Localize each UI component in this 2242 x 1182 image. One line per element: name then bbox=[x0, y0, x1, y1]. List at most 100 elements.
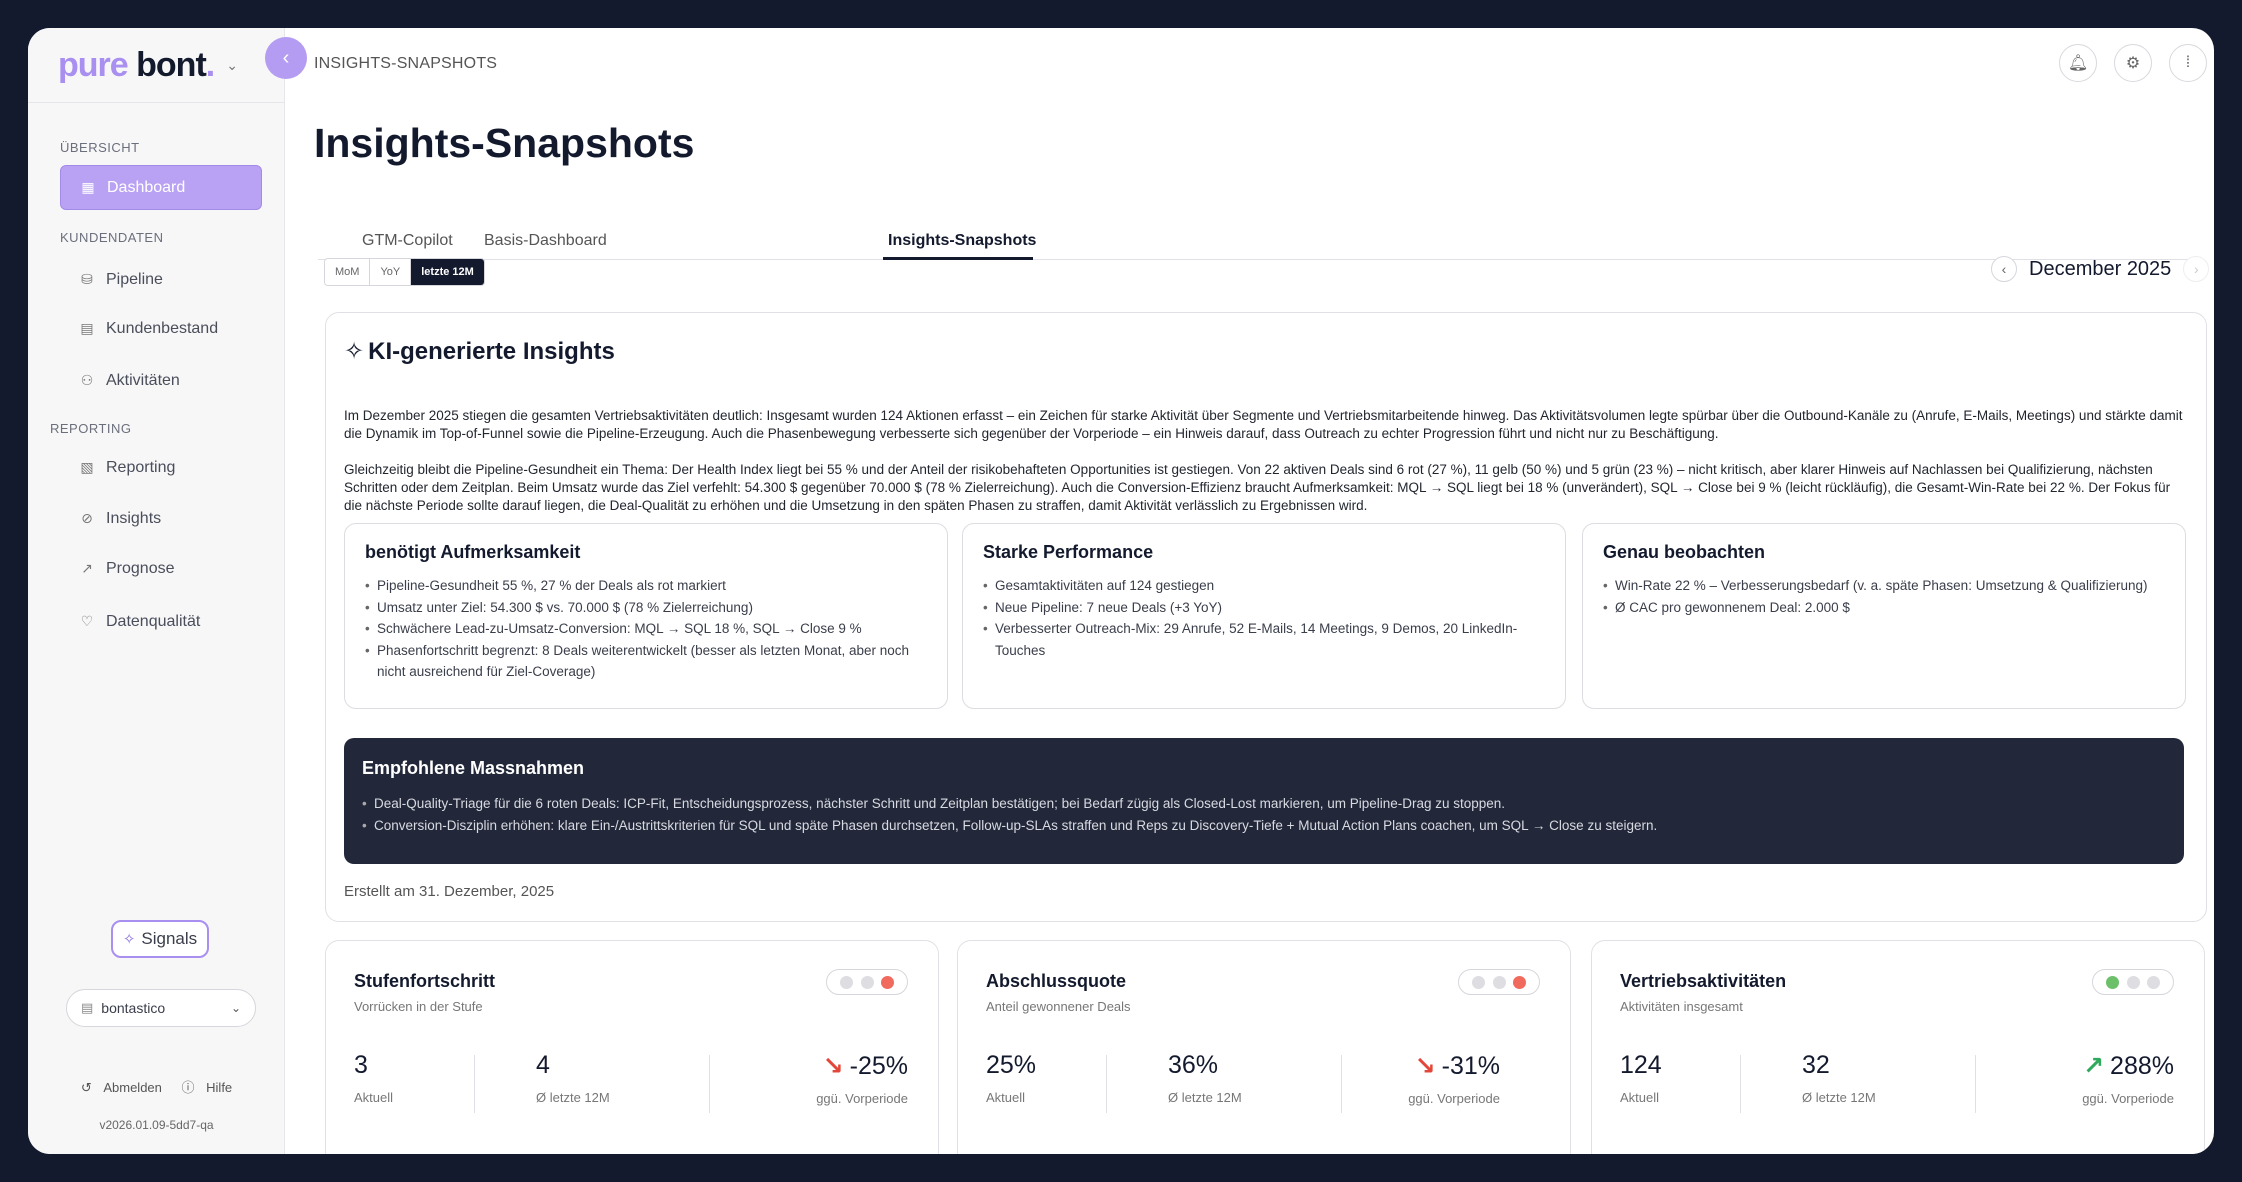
signals-button[interactable]: ✧ Signals bbox=[111, 920, 209, 958]
insights-title: ✧ KI-generierte Insights bbox=[344, 338, 615, 365]
chevron-down-icon[interactable]: ⌄ bbox=[226, 56, 238, 73]
trend-down-icon: ↘ bbox=[1414, 1052, 1436, 1080]
insights-paragraph-2: Gleichzeitig bleibt die Pipeline-Gesundh… bbox=[344, 462, 2171, 513]
app-window: pure bont. ⌄ ÜBERSICHT ▦ Dashboard KUNDE… bbox=[28, 28, 2214, 1154]
insights-paragraph-1: Im Dezember 2025 stiegen die gesamten Ve… bbox=[344, 408, 2183, 441]
sidebar-item-pipeline[interactable]: ⛁ Pipeline bbox=[60, 257, 262, 302]
list-item: Gesamtaktivitäten auf 124 gestiegen bbox=[983, 575, 1545, 597]
logo-row: pure bont. ⌄ bbox=[28, 28, 284, 103]
bell-icon[interactable]: 🔔︎ bbox=[2059, 44, 2097, 82]
collapse-sidebar-button[interactable]: ‹ bbox=[265, 37, 307, 79]
sidebar-item-label: Pipeline bbox=[106, 270, 163, 288]
status-lights bbox=[826, 969, 908, 995]
trend-down-icon: ↘ bbox=[822, 1052, 844, 1080]
light-yellow bbox=[1492, 975, 1506, 989]
kpi-average: 36% Ø letzte 12M bbox=[1168, 1051, 1242, 1105]
heart-icon: ♡ bbox=[80, 613, 94, 629]
light-red bbox=[1512, 975, 1526, 989]
sidebar-item-dashboard[interactable]: ▦ Dashboard bbox=[60, 165, 262, 210]
strong-title: Starke Performance bbox=[983, 542, 1154, 562]
list-item: Conversion-Disziplin erhöhen: klare Ein-… bbox=[362, 815, 2166, 837]
tab-basis-dashboard[interactable]: Basis-Dashboard bbox=[484, 232, 607, 249]
divider bbox=[709, 1055, 710, 1113]
list-item: Pipeline-Gesundheit 55 %, 27 % der Deals… bbox=[365, 575, 927, 597]
sidebar-item-aktivitaeten[interactable]: ⚇ Aktivitäten bbox=[60, 358, 262, 403]
period-toggle: MoM YoY letzte 12M bbox=[324, 258, 485, 286]
logout-icon: ↺ bbox=[80, 1080, 92, 1095]
strong-list: Gesamtaktivitäten auf 124 gestiegen Neue… bbox=[983, 575, 1545, 661]
list-item: Win-Rate 22 % – Verbesserungsbedarf (v. … bbox=[1603, 575, 2165, 597]
help-link[interactable]: ⓘ Hilfe bbox=[181, 1080, 233, 1095]
period-mom[interactable]: MoM bbox=[325, 259, 371, 285]
section-label-customer: KUNDENDATEN bbox=[60, 230, 164, 245]
kpi-current: 3 Aktuell bbox=[354, 1051, 394, 1105]
sidebar-item-insights[interactable]: ⊘ Insights bbox=[60, 496, 262, 541]
divider bbox=[1341, 1055, 1342, 1113]
kpi-change: ↘ -25% ggü. Vorperiode bbox=[816, 1052, 908, 1106]
watch-list: Win-Rate 22 % – Verbesserungsbedarf (v. … bbox=[1603, 575, 2165, 618]
sidebar-item-reporting[interactable]: ▧ Reporting bbox=[60, 445, 262, 490]
sparkle-icon: ✧ bbox=[344, 338, 365, 365]
chevron-left-icon: ‹ bbox=[282, 46, 290, 69]
building-icon: ▤ bbox=[81, 1000, 94, 1015]
tab-gtm-copilot[interactable]: GTM-Copilot bbox=[362, 232, 453, 249]
light-green bbox=[2106, 975, 2120, 989]
sparkle-icon: ✧ bbox=[122, 931, 136, 948]
database-icon: ⛁ bbox=[81, 271, 93, 287]
logout-link[interactable]: ↺ Abmelden bbox=[80, 1080, 162, 1095]
status-lights bbox=[1458, 969, 1540, 995]
recommendations-card: Empfohlene Massnahmen Deal-Quality-Triag… bbox=[344, 738, 2184, 864]
light-green bbox=[840, 975, 854, 989]
footer-links: ↺ Abmelden ⓘ Hilfe bbox=[28, 1077, 285, 1096]
divider bbox=[1740, 1055, 1741, 1113]
list-item: Ø CAC pro gewonnenem Deal: 2.000 $ bbox=[1603, 597, 2165, 619]
dashboard-icon: ▦ bbox=[81, 179, 95, 195]
period-last-12m[interactable]: letzte 12M bbox=[411, 259, 484, 285]
kpi-current: 124 Aktuell bbox=[1620, 1051, 1662, 1105]
watch-title: Genau beobachten bbox=[1603, 542, 1766, 562]
chevron-left-icon: ‹ bbox=[2001, 261, 2007, 277]
breadcrumb: INSIGHTS-SNAPSHOTS bbox=[314, 55, 498, 72]
sidebar: pure bont. ⌄ ÜBERSICHT ▦ Dashboard KUNDE… bbox=[28, 28, 285, 1154]
light-yellow bbox=[860, 975, 874, 989]
period-yoy[interactable]: YoY bbox=[370, 259, 412, 285]
prev-month-button[interactable]: ‹ bbox=[1991, 256, 2017, 282]
list-item: Phasenfortschritt begrenzt: 8 Deals weit… bbox=[365, 640, 927, 683]
current-date: December 2025 bbox=[2029, 257, 2172, 280]
kpi-card-vertriebsaktivitaeten: Vertriebsaktivitäten Aktivitäten insgesa… bbox=[1591, 940, 2205, 1154]
gear-icon[interactable]: ⚙ bbox=[2114, 44, 2152, 82]
kpi-average: 32 Ø letzte 12M bbox=[1802, 1051, 1876, 1105]
light-red bbox=[2146, 975, 2160, 989]
kpi-card-abschlussquote: Abschlussquote Anteil gewonnener Deals 2… bbox=[957, 940, 1571, 1154]
status-lights bbox=[2092, 969, 2174, 995]
kpi-title: Stufenfortschritt bbox=[354, 971, 495, 991]
light-red bbox=[880, 975, 894, 989]
tab-bar: GTM-Copilot Basis-Dashboard Insights-Sna… bbox=[318, 206, 2198, 260]
section-label-overview: ÜBERSICHT bbox=[60, 140, 140, 155]
kpi-current: 25% Aktuell bbox=[986, 1051, 1037, 1105]
report-icon: ▧ bbox=[80, 459, 94, 475]
org-name: bontastico bbox=[101, 1000, 166, 1016]
list-item: Verbesserter Outreach-Mix: 29 Anrufe, 52… bbox=[983, 618, 1545, 661]
tab-insights-snapshots[interactable]: Insights-Snapshots bbox=[888, 232, 1037, 249]
sidebar-item-kundenbestand[interactable]: ▤ Kundenbestand bbox=[60, 306, 262, 351]
watch-card: Genau beobachten Win-Rate 22 % – Verbess… bbox=[1582, 523, 2186, 709]
sidebar-item-label: Dashboard bbox=[107, 178, 186, 196]
sidebar-item-label: Insights bbox=[106, 509, 162, 527]
signals-label: Signals bbox=[141, 929, 198, 948]
list-item: Deal-Quality-Triage für die 6 roten Deal… bbox=[362, 793, 2166, 815]
brand-logo[interactable]: pure bont. bbox=[58, 45, 215, 84]
sidebar-item-label: Reporting bbox=[106, 458, 176, 476]
sidebar-item-prognose[interactable]: ↗ Prognose bbox=[60, 546, 262, 591]
org-select[interactable]: ▤ bontastico ⌄ bbox=[66, 989, 256, 1027]
more-icon[interactable]: ⁞ bbox=[2169, 44, 2207, 82]
next-month-button[interactable]: › bbox=[2183, 256, 2210, 282]
kpi-change: ↘ -31% ggü. Vorperiode bbox=[1408, 1052, 1500, 1106]
sidebar-item-datenqualitaet[interactable]: ♡ Datenqualität bbox=[60, 599, 262, 644]
strong-performance-card: Starke Performance Gesamtaktivitäten auf… bbox=[962, 523, 1566, 709]
light-yellow bbox=[2126, 975, 2140, 989]
kpi-title: Vertriebsaktivitäten bbox=[1620, 971, 1787, 991]
page-title: Insights-Snapshots bbox=[314, 120, 695, 166]
attention-card: benötigt Aufmerksamkeit Pipeline-Gesundh… bbox=[344, 523, 948, 709]
attention-list: Pipeline-Gesundheit 55 %, 27 % der Deals… bbox=[365, 575, 927, 683]
